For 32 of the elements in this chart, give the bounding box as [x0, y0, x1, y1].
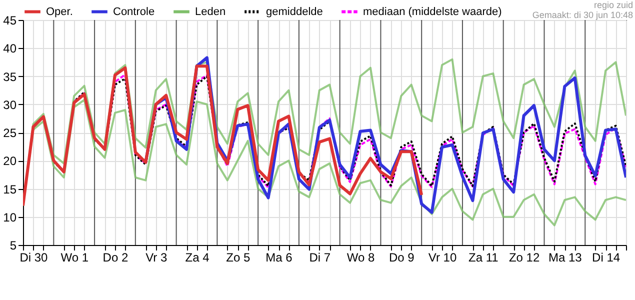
x-tick-label: Do 9 — [388, 250, 415, 264]
x-tick-label: Vr 3 — [146, 250, 168, 264]
legend-label: gemiddelde — [266, 6, 323, 18]
y-tick-label: 35 — [3, 70, 17, 84]
x-tick-label: Za 4 — [185, 250, 210, 264]
x-tick-label: Di 7 — [309, 250, 331, 264]
x-tick-label: Ma 13 — [548, 250, 582, 264]
y-tick-label: 15 — [3, 182, 17, 196]
x-tick-label: Ma 6 — [266, 250, 293, 264]
y-tick-label: 10 — [3, 210, 17, 224]
line-series — [23, 64, 424, 208]
y-tick-label: 25 — [3, 126, 17, 140]
legend-label: Controle — [113, 6, 155, 18]
x-tick-label: Za 11 — [468, 250, 499, 264]
x-tick-label: Zo 5 — [226, 250, 250, 264]
y-tick-label: 45 — [3, 14, 17, 28]
x-tick-label: Vr 10 — [428, 250, 457, 264]
x-tick-label: Wo 1 — [60, 250, 89, 264]
y-tick-label: 5 — [10, 238, 17, 252]
x-tick-label: Wo 8 — [346, 250, 375, 264]
legend-label: mediaan (middelste waarde) — [363, 6, 502, 18]
x-tick-label: Do 2 — [102, 250, 128, 264]
legend-label: Leden — [195, 6, 226, 18]
legend-label: Oper. — [46, 6, 73, 18]
x-tick-label: Di 30 — [20, 250, 48, 264]
y-tick-label: 40 — [3, 42, 17, 56]
text: regio zuid — [592, 0, 633, 10]
text: Gemaakt: di 30 jun 10:48 — [532, 10, 633, 20]
x-tick-label: Di 14 — [592, 250, 620, 264]
y-tick-label: 30 — [3, 98, 17, 112]
x-tick-label: Zo 12 — [508, 250, 540, 264]
y-tick-label: 20 — [3, 154, 17, 168]
